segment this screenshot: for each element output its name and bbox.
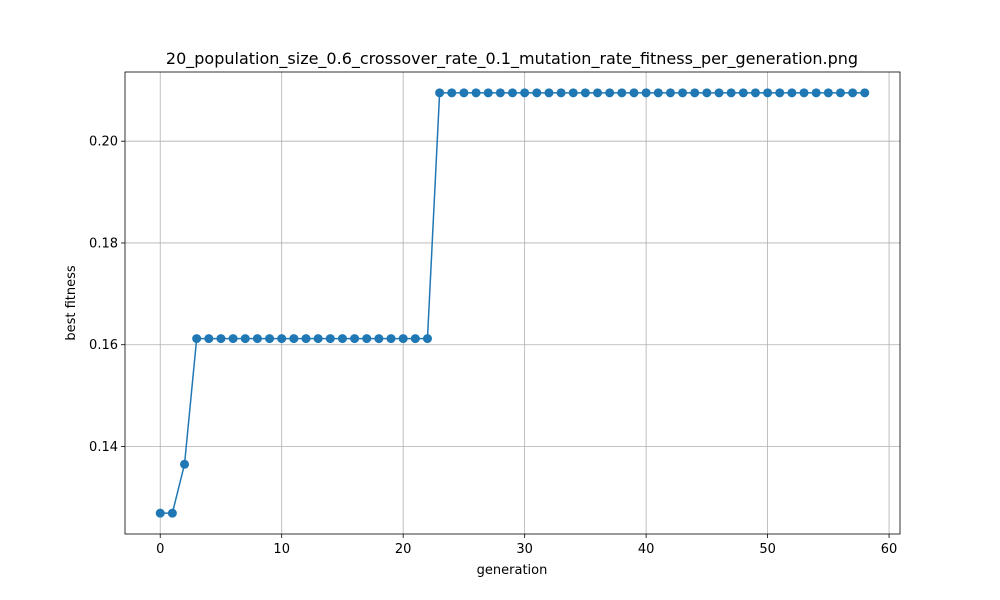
x-tick-label: 40 (638, 542, 655, 557)
data-point (277, 334, 287, 344)
x-tick-label: 0 (156, 542, 164, 557)
data-point (228, 334, 238, 344)
data-point (714, 88, 724, 98)
data-point (483, 88, 493, 98)
grid (125, 72, 900, 534)
data-point (520, 88, 530, 98)
x-tick-label: 60 (881, 542, 898, 557)
data-point (738, 88, 748, 98)
data-point (568, 88, 578, 98)
data-point (313, 334, 323, 344)
data-point (447, 88, 457, 98)
data-point (811, 88, 821, 98)
data-point (471, 88, 481, 98)
data-point (799, 88, 809, 98)
data-point (289, 334, 299, 344)
chart-title: 20_population_size_0.6_crossover_rate_0.… (166, 49, 858, 69)
data-point (495, 88, 505, 98)
x-tick-label: 20 (395, 542, 412, 557)
data-point (580, 88, 590, 98)
data-point (301, 334, 311, 344)
data-point (750, 88, 760, 98)
series (155, 88, 870, 518)
y-axis-label: best fitness (64, 265, 79, 341)
plot-frame (124, 71, 901, 535)
data-point (641, 88, 651, 98)
data-point (726, 88, 736, 98)
x-tick-label: 10 (273, 542, 290, 557)
data-point (665, 88, 675, 98)
y-tick-label: 0.18 (89, 236, 118, 251)
data-point (265, 334, 275, 344)
data-point (508, 88, 517, 98)
data-point (775, 88, 785, 98)
data-point (532, 88, 542, 98)
data-point (593, 88, 603, 98)
data-point (216, 334, 226, 344)
data-point (629, 88, 639, 98)
data-point (350, 334, 360, 344)
data-point (860, 88, 870, 98)
data-point (374, 334, 384, 344)
data-point (702, 88, 712, 98)
y-tick-label: 0.20 (89, 135, 118, 150)
data-point (337, 334, 347, 344)
data-point (556, 88, 566, 98)
data-point (204, 334, 214, 344)
data-point (787, 88, 797, 98)
x-tick-label: 30 (516, 542, 533, 557)
data-point (835, 88, 845, 98)
data-point (848, 88, 858, 98)
series-line (160, 92, 865, 514)
y-tick-label: 0.16 (89, 338, 118, 353)
data-point (544, 88, 554, 98)
data-point (617, 88, 627, 98)
data-point (398, 334, 408, 344)
data-point (690, 88, 700, 98)
data-point (435, 88, 445, 98)
data-point (192, 334, 202, 344)
x-axis-label: generation (477, 563, 548, 578)
y-tick-label: 0.14 (89, 440, 118, 455)
data-point (410, 334, 420, 344)
data-point (763, 88, 773, 98)
data-point (362, 334, 372, 344)
data-point (678, 88, 688, 98)
data-point (653, 88, 663, 98)
data-point (167, 508, 177, 518)
data-point (823, 88, 833, 98)
data-point (422, 334, 432, 344)
data-point (459, 88, 469, 98)
x-tick-label: 50 (759, 542, 776, 557)
data-point (155, 508, 165, 518)
data-point (240, 334, 250, 344)
data-point (386, 334, 396, 344)
data-point (180, 459, 190, 469)
data-point (325, 334, 335, 344)
data-point (252, 334, 262, 344)
data-point (605, 88, 615, 98)
axes: 0 10 20 30 40 50 60 0.14 0.16 0.18 0.20 (89, 71, 901, 557)
